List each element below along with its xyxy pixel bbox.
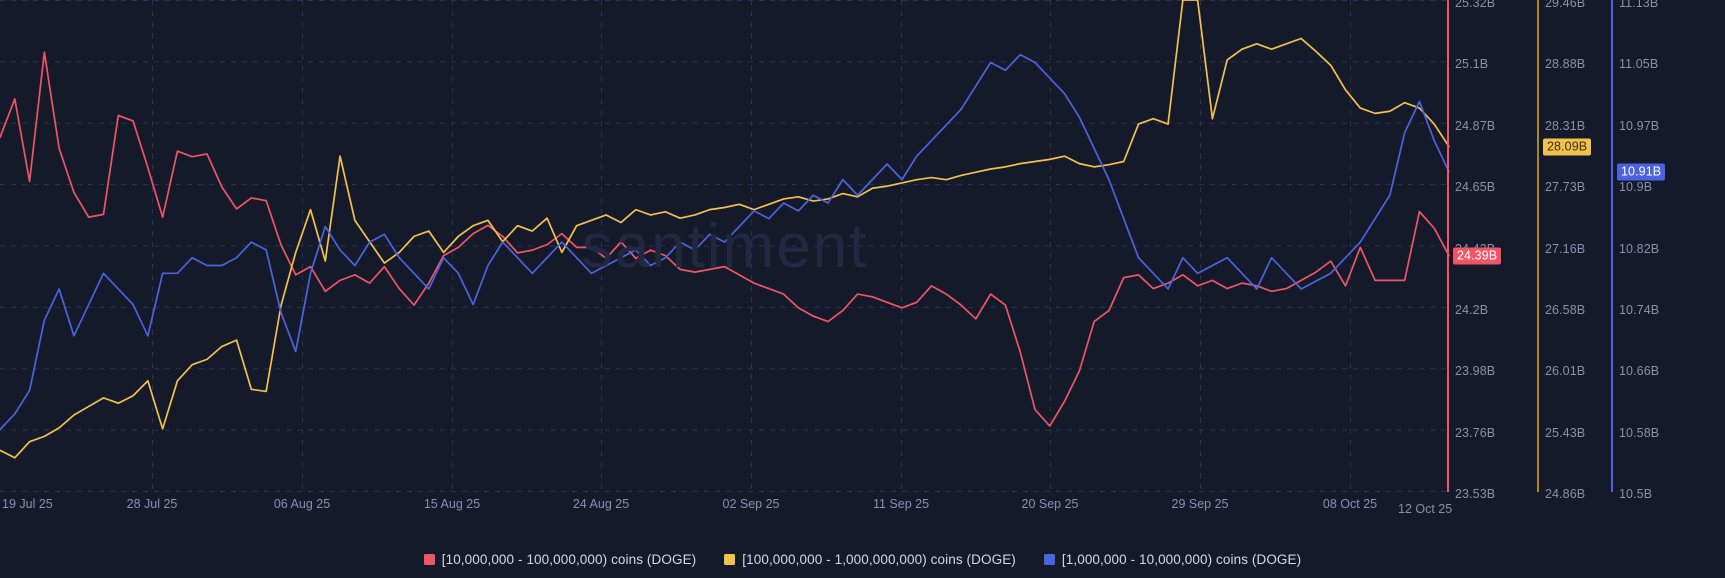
last-value-badge-yellow: 28.09B [1543, 138, 1592, 156]
y-axis-line-red [1447, 0, 1449, 492]
x-tick-label: 15 Aug 25 [423, 497, 481, 511]
legend-item-label: [10,000,000 - 100,000,000) coins (DOGE) [441, 551, 697, 567]
y-axis-blue[interactable]: 11.13B 11.05B 10.97B 10.9B 10.82B 10.74B 10.66… [1611, 0, 1725, 501]
x-axis: 19 Jul 25 28 Jul 25 06 Aug 25 15 Aug 25 24 A… [0, 492, 1725, 522]
x-tick-label: 24 Aug 25 [572, 497, 630, 511]
x-tick-label: 08 Oct 25 [1322, 497, 1378, 511]
legend-item-label: [100,000,000 - 1,000,000,000) coins (DOG… [742, 551, 1016, 567]
x-tick-label: 11 Sep 25 [872, 497, 930, 511]
y-tick-blue: 10.9B [1619, 180, 1653, 195]
y-tick-yellow: 24.86B [1545, 487, 1586, 501]
x-tick-label: 28 Jul 25 [126, 497, 178, 511]
y-tick-blue: 10.82B [1619, 241, 1660, 256]
legend-swatch-icon [724, 553, 736, 565]
last-value-badge-red: 24.39B [1453, 247, 1502, 265]
x-tick-label: 29 Sep 25 [1171, 497, 1229, 511]
y-tick-red: 23.98B [1455, 364, 1496, 379]
y-tick-yellow: 28.88B [1545, 57, 1586, 72]
legend-item-label: [1,000,000 - 10,000,000) coins (DOGE) [1061, 551, 1302, 567]
series-canvas [0, 0, 1450, 492]
x-tick-label: 19 Jul 25 [2, 497, 53, 511]
y-tick-yellow: 26.01B [1545, 364, 1586, 379]
y-tick-blue: 10.66B [1619, 364, 1660, 379]
plot-area[interactable]: santiment [0, 0, 1450, 492]
legend-item-1[interactable]: [100,000,000 - 1,000,000,000) coins (DOG… [724, 552, 1016, 567]
legend-item-2[interactable]: [1,000,000 - 10,000,000) coins (DOGE) [1043, 551, 1302, 567]
x-tick-label: 02 Sep 25 [722, 497, 780, 511]
y-tick-yellow: 25.43B [1545, 425, 1586, 440]
legend-swatch-icon [1043, 553, 1055, 565]
y-axis-line-yellow [1537, 0, 1539, 492]
y-tick-yellow: 27.73B [1545, 180, 1586, 195]
x-tick-label: 20 Sep 25 [1021, 497, 1079, 511]
y-tick-yellow: 26.58B [1545, 302, 1586, 317]
series-line-blue [0, 53, 1450, 431]
x-tick-label: 12 Oct 25 [1398, 502, 1453, 516]
y-tick-red: 25.1B [1455, 57, 1489, 72]
y-tick-blue: 10.97B [1619, 118, 1660, 133]
y-axis-red[interactable]: 25.32B25.1B24.87B24.65B24.43B24.2B23.98B… [1447, 0, 1537, 501]
y-tick-blue: 10.58B [1619, 425, 1660, 440]
series-line-yellow [0, 0, 1450, 459]
y-tick-blue: 11.05B [1619, 57, 1659, 72]
y-axis-yellow[interactable]: 29.46B 28.88B 28.31B 27.73B 27.16B 26.58B 26.0… [1537, 0, 1611, 501]
y-tick-blue: 10.74B [1619, 302, 1660, 317]
x-tick-label: 06 Aug 25 [273, 497, 331, 511]
series-line-red [0, 51, 1450, 427]
y-tick-blue: 11.13B [1619, 0, 1659, 10]
y-tick-blue: 10.5B [1619, 487, 1653, 501]
chart-legend[interactable]: [10,000,000 - 100,000,000) coins (DOGE) [… [0, 540, 1725, 578]
legend-item-0[interactable]: [10,000,000 - 100,000,000) coins (DOGE) [423, 551, 697, 567]
y-tick-red: 23.53B [1455, 487, 1496, 501]
y-tick-red: 23.76B [1455, 425, 1496, 440]
y-tick-yellow: 29.46B [1545, 0, 1586, 10]
grid-lines [0, 0, 1450, 492]
legend-swatch-icon [423, 553, 435, 565]
y-tick-red: 24.65B [1455, 180, 1496, 195]
y-tick-yellow: 28.31B [1545, 118, 1586, 133]
y-tick-red: 25.32B [1455, 0, 1496, 10]
y-tick-red: 24.2B [1455, 302, 1489, 317]
y-axis-line-blue [1611, 0, 1613, 492]
last-value-badge-blue: 10.91B [1617, 163, 1666, 181]
y-tick-red: 24.87B [1455, 118, 1496, 133]
y-tick-yellow: 27.16B [1545, 241, 1586, 256]
